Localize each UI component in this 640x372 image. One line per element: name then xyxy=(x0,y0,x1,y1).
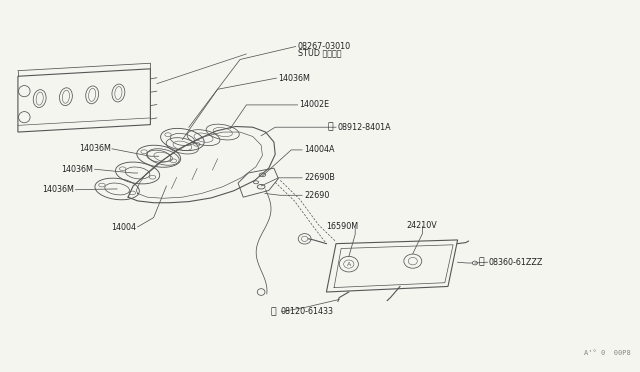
Text: Ⓝ: Ⓝ xyxy=(327,122,333,131)
Text: 14036M: 14036M xyxy=(79,144,111,153)
Text: 08912-8401A: 08912-8401A xyxy=(337,123,391,132)
Text: 08360-61ZZZ: 08360-61ZZZ xyxy=(488,258,543,267)
Text: STUD スタッド: STUD スタッド xyxy=(298,49,341,58)
Text: 14004: 14004 xyxy=(111,223,136,232)
Text: 14036M: 14036M xyxy=(42,185,74,194)
Text: A: A xyxy=(347,262,351,267)
Text: A’° 0  00P8: A’° 0 00P8 xyxy=(584,350,630,356)
Text: 14036M: 14036M xyxy=(61,165,93,174)
Text: 16590M: 16590M xyxy=(326,222,358,231)
Text: 14004A: 14004A xyxy=(304,145,335,154)
Text: Ⓑ: Ⓑ xyxy=(271,307,276,316)
Text: 08267-03010: 08267-03010 xyxy=(298,42,351,51)
Text: 14036M: 14036M xyxy=(278,74,310,83)
Text: 24210V: 24210V xyxy=(406,221,437,230)
Text: 22690: 22690 xyxy=(304,191,330,200)
Text: 08120-61433: 08120-61433 xyxy=(280,307,333,316)
Text: 22690B: 22690B xyxy=(304,173,335,182)
Text: 14002E: 14002E xyxy=(300,100,330,109)
Text: Ⓢ: Ⓢ xyxy=(479,257,484,266)
